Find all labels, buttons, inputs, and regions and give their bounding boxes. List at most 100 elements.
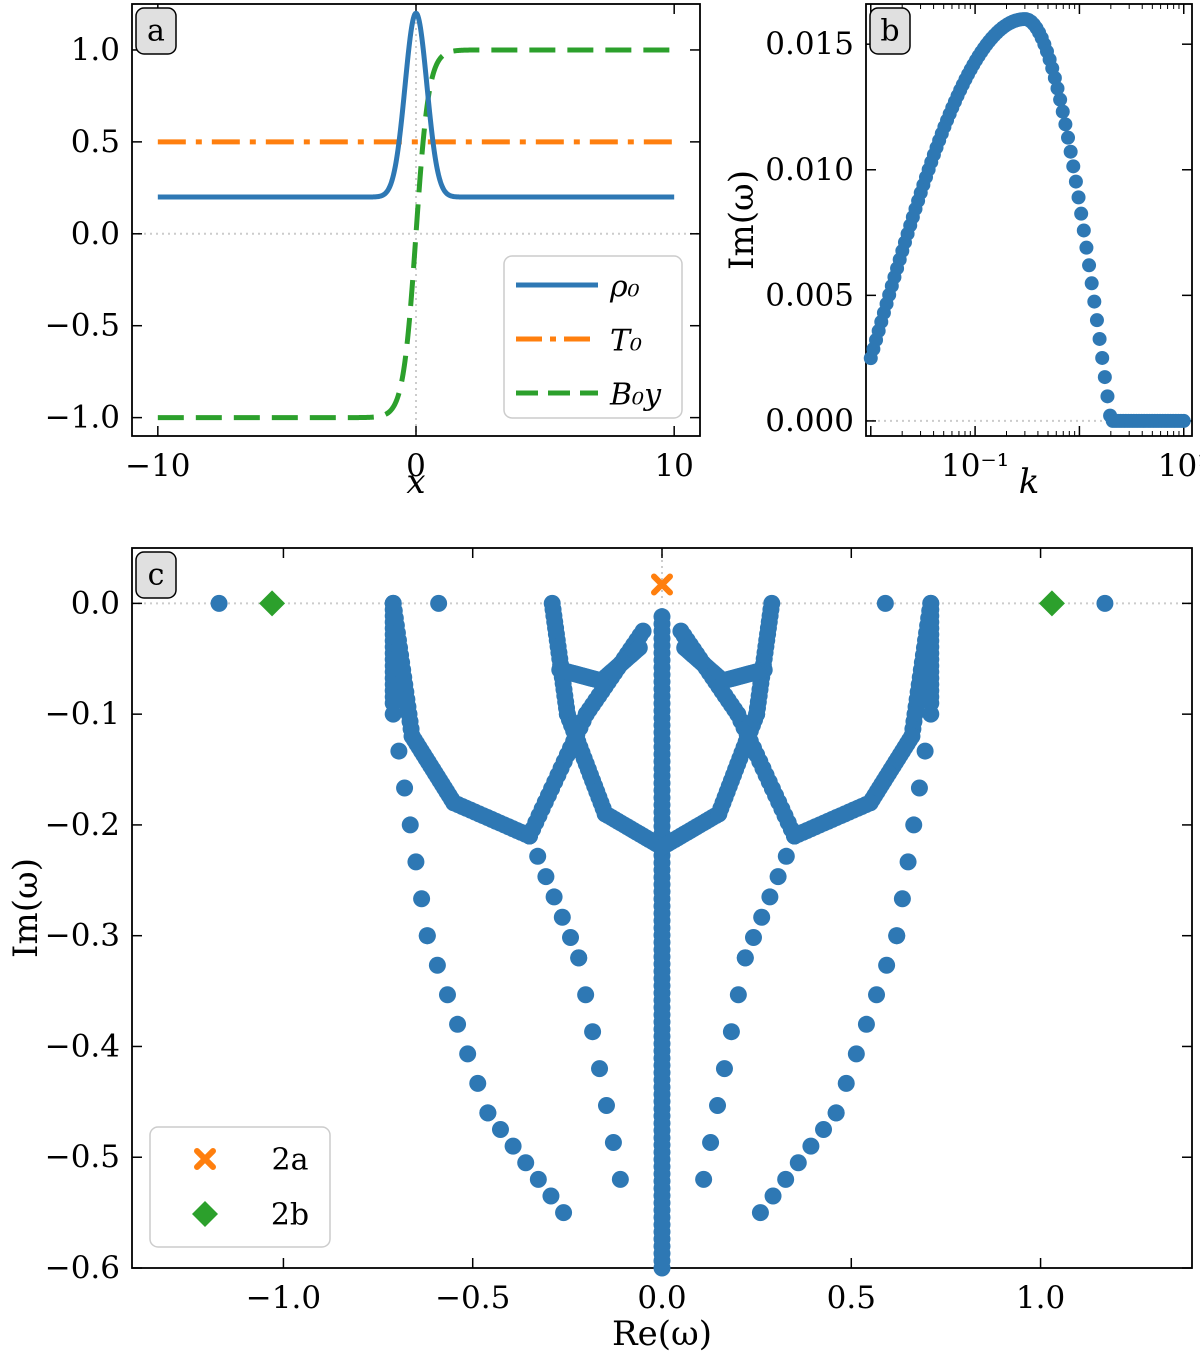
spectrum-point: [413, 890, 431, 908]
spectrum-point: [459, 1045, 477, 1063]
panel-b: 10⁻¹ 10¹ 0.000 0.005 0.010 0.015 b k Im(ω): [722, 3, 1200, 502]
data-point: [1089, 313, 1104, 328]
panel-label-background: [869, 7, 911, 55]
spectrum-point: [529, 1170, 547, 1188]
panel-label: a: [147, 14, 165, 49]
data-point: [1092, 331, 1107, 346]
data-point: [1055, 104, 1070, 119]
spectrum-point: [916, 742, 934, 760]
x-tick-label: 0.5: [827, 1280, 876, 1316]
axes-frame: [131, 3, 701, 437]
spectrum-point: [729, 986, 747, 1004]
x-tick-label: 1.0: [1016, 1280, 1065, 1316]
x-tick-label: 10: [654, 448, 693, 484]
legend-label-2: B₀y: [609, 378, 662, 413]
spectrum-point: [888, 927, 906, 945]
spectrum-point: [562, 929, 580, 947]
spectrum-point: [857, 1015, 875, 1033]
spectrum-point: [537, 868, 555, 886]
spectrum-point: [210, 594, 228, 612]
data-point: [1058, 117, 1073, 132]
spectrum-point: [630, 639, 648, 657]
panel-label-box: c: [135, 551, 177, 599]
spectrum-point: [837, 1074, 855, 1092]
y-tick-label: −0.5: [45, 1139, 120, 1175]
spectrum-point: [401, 816, 419, 834]
spectrum-point: [653, 1259, 671, 1277]
y-tick-label: 1.0: [71, 32, 120, 68]
spectrum-point: [479, 1104, 497, 1122]
data-point: [1097, 370, 1112, 385]
panel-label-box: a: [135, 7, 177, 55]
legend-label-2b: 2b: [271, 1198, 309, 1233]
spectrum-point: [438, 986, 456, 1004]
spectrum-point: [876, 594, 894, 612]
y-tick-label: 0.5: [71, 124, 120, 160]
data-point: [1100, 389, 1115, 404]
panel-label-background: [135, 551, 177, 599]
y-tick-label: 0.0: [71, 216, 120, 252]
y-axis-label: Im(ω): [6, 858, 46, 958]
x-tick-label: 0.0: [637, 1280, 686, 1316]
x-axis-label: Re(ω): [612, 1314, 712, 1354]
spectrum-point: [584, 1023, 602, 1041]
legend: ρ₀ T₀ B₀y: [503, 255, 683, 419]
y-tick-label: 0.015: [765, 26, 854, 62]
spectrum-point: [736, 949, 754, 967]
spectrum-point: [542, 1187, 560, 1205]
data-point: [1074, 206, 1089, 221]
y-tick-label: −0.3: [45, 918, 120, 954]
y-axis-label: Im(ω): [722, 170, 762, 270]
spectrum-point: [611, 1170, 629, 1188]
y-tick-label: −0.5: [45, 308, 120, 344]
spectrum-point: [428, 956, 446, 974]
data-point: [1082, 258, 1097, 273]
spectrum-point: [802, 1137, 820, 1155]
legend: 2a 2b: [149, 1126, 331, 1248]
spectrum-point: [709, 1097, 727, 1115]
series-line-0: [157, 10, 675, 200]
legend-label-0: ρ₀: [609, 270, 640, 305]
data-point: [1076, 223, 1091, 238]
spectrum-point: [407, 853, 425, 871]
x-tick-label: −0.5: [435, 1280, 510, 1316]
x-tick-label: 10⁻¹: [941, 448, 1009, 484]
spectrum-point: [672, 622, 690, 640]
panel-a: −10 0 10 −1.0 −0.5 0.0 0.5 1.0 a x ρ₀ T₀ B₀y: [45, 3, 701, 502]
spectrum-point: [570, 949, 588, 967]
spectrum-point: [545, 888, 563, 906]
data-point: [1061, 130, 1076, 145]
spectrum-point: [905, 816, 923, 834]
x-tick-label: −1.0: [246, 1280, 321, 1316]
spectrum-point: [847, 1045, 865, 1063]
spectrum-point: [786, 827, 803, 845]
y-tick-label: −0.1: [45, 696, 120, 732]
mode-2b-marker: [1038, 590, 1065, 617]
x-tick-label: 10¹: [1158, 448, 1200, 484]
spectrum-point: [878, 956, 896, 974]
y-tick-label: −0.4: [45, 1028, 120, 1064]
x-tick-label: 0: [406, 448, 426, 484]
legend-label-2a: 2a: [272, 1143, 309, 1178]
spectrum-point: [449, 1015, 467, 1033]
legend-swatch-2b: [192, 1201, 218, 1227]
spectrum-point: [634, 622, 652, 640]
spectrum-point: [868, 986, 886, 1004]
spectrum-point: [899, 853, 917, 871]
spectrum-point: [769, 868, 787, 886]
legend-swatch-2a: [194, 1148, 216, 1170]
spectrum-point: [517, 1154, 535, 1172]
axes-frame: [865, 3, 1193, 437]
data-point: [1063, 144, 1078, 159]
y-tick-label: −1.0: [45, 400, 120, 436]
spectrum-point: [702, 1133, 720, 1151]
x-tick-label: −10: [125, 448, 190, 484]
spectrum-point: [390, 742, 408, 760]
panel-label-box: b: [869, 7, 911, 55]
spectrum-point: [384, 705, 402, 723]
spectrum-point: [910, 779, 928, 797]
spectrum-point: [722, 1023, 740, 1041]
x-axis-label: k: [1019, 462, 1040, 502]
spectrum-point: [604, 1133, 622, 1151]
